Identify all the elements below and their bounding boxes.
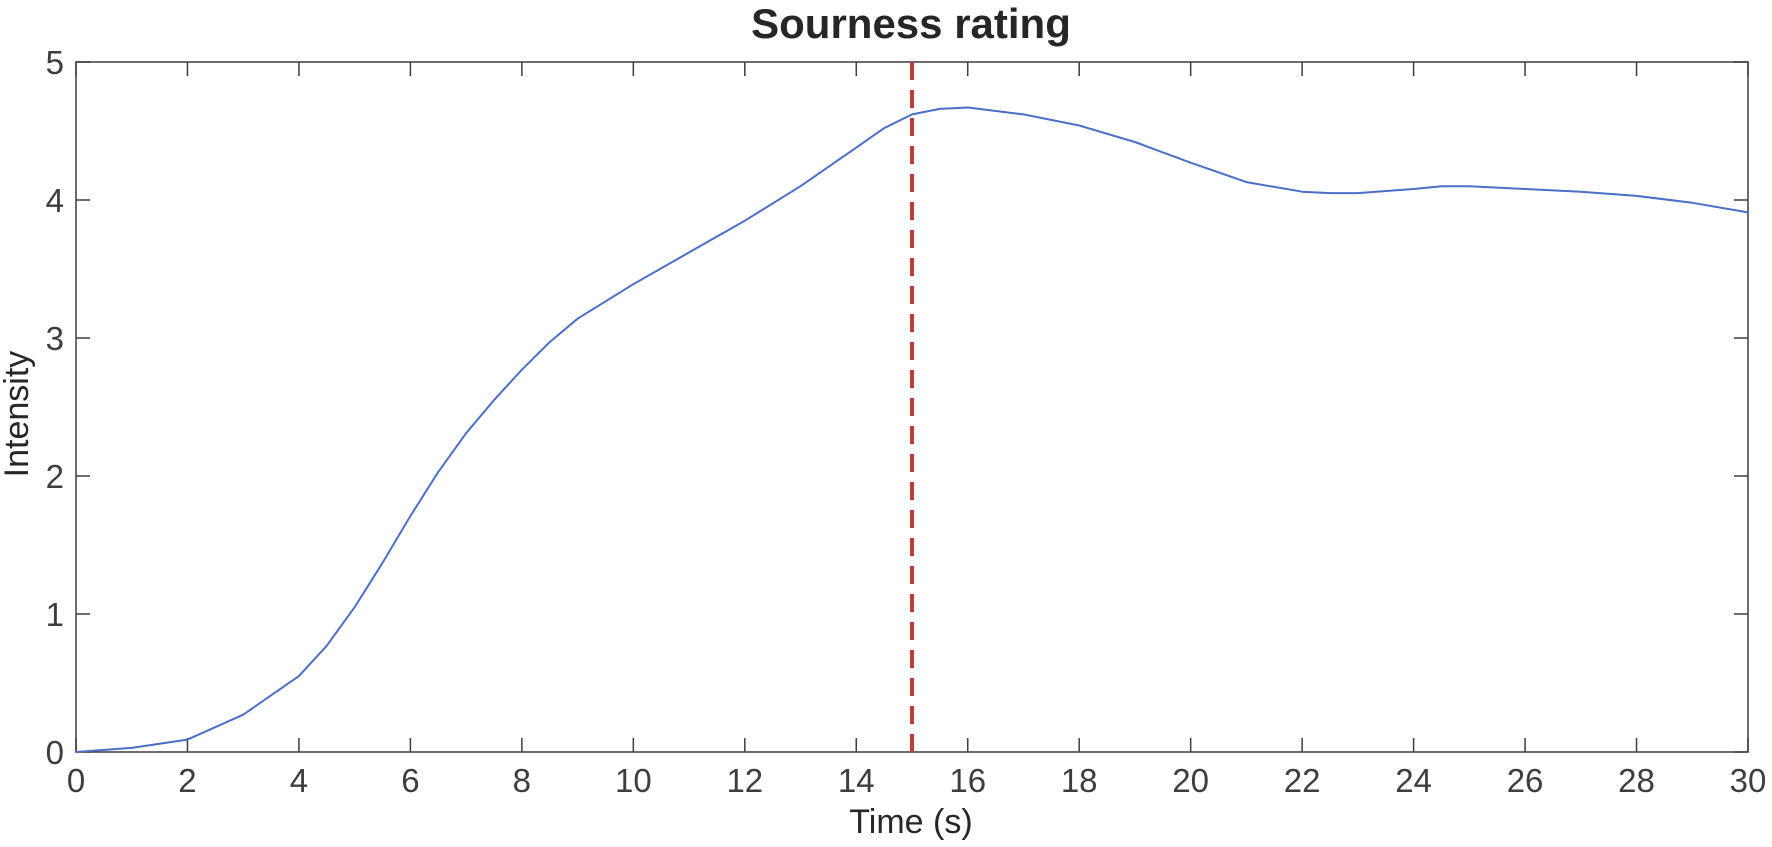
y-axis-label: Intensity: [0, 351, 36, 478]
y-tick-label: 0: [46, 734, 64, 771]
x-tick-label: 26: [1507, 762, 1544, 799]
y-tick-label: 3: [46, 320, 64, 357]
y-tick-label: 1: [46, 596, 64, 633]
x-tick-label: 6: [401, 762, 419, 799]
x-tick-label: 14: [838, 762, 875, 799]
y-tick-label: 4: [46, 182, 64, 219]
x-tick-label: 0: [67, 762, 85, 799]
x-tick-label: 28: [1618, 762, 1655, 799]
y-tick-label: 5: [46, 44, 64, 81]
x-tick-label: 22: [1284, 762, 1321, 799]
x-axis-label: Time (s): [849, 803, 972, 841]
x-tick-label: 20: [1172, 762, 1209, 799]
x-tick-label: 24: [1395, 762, 1432, 799]
chart-title: Sourness rating: [751, 0, 1071, 47]
intensity-series-line: [75, 106, 1749, 753]
x-tick-label: 8: [513, 762, 531, 799]
x-tick-label: 30: [1730, 762, 1767, 799]
x-tick-label: 2: [178, 762, 196, 799]
x-tick-label: 4: [290, 762, 308, 799]
x-tick-label: 10: [615, 762, 652, 799]
x-tick-label: 12: [726, 762, 763, 799]
x-tick-label: 16: [949, 762, 986, 799]
y-tick-label: 2: [46, 458, 64, 495]
x-tick-label: 18: [1061, 762, 1098, 799]
